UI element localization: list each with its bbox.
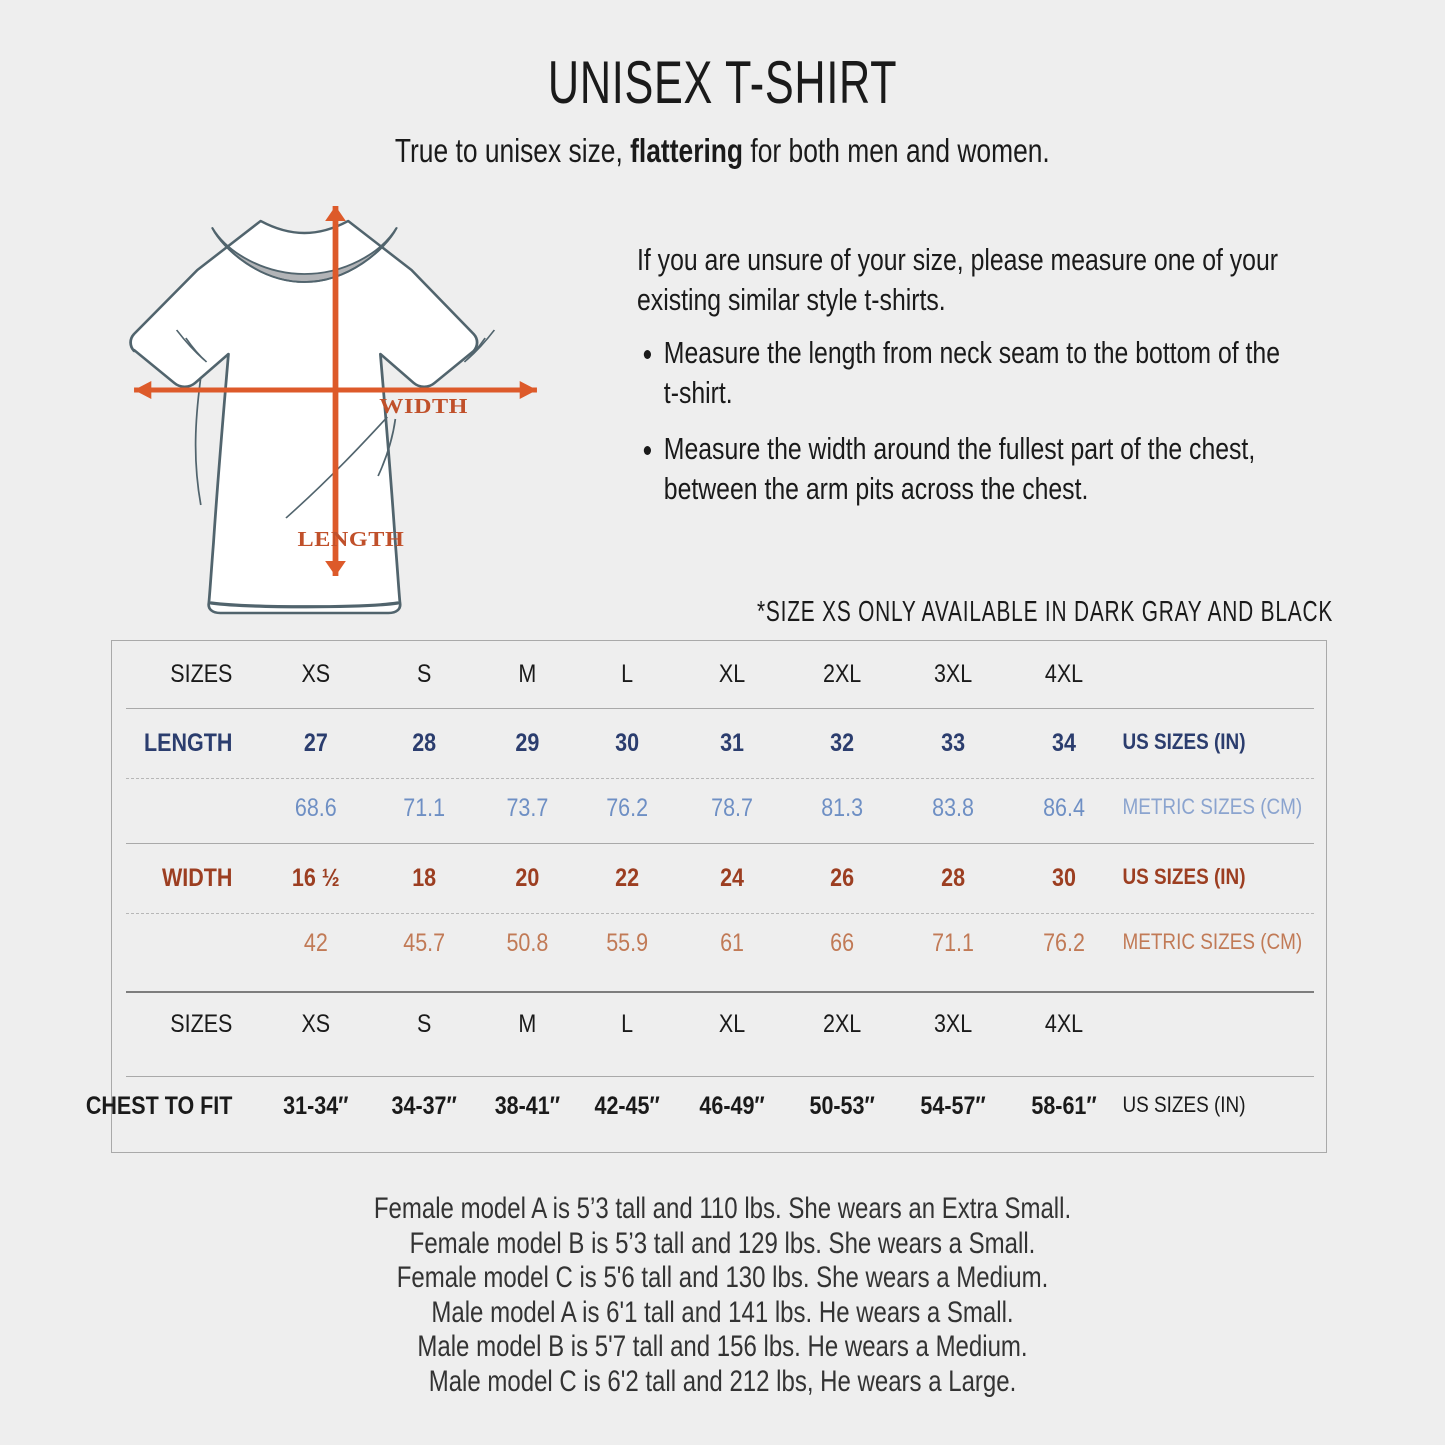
svg-text:WIDTH: WIDTH	[379, 394, 468, 417]
svg-text:LENGTH: LENGTH	[298, 527, 405, 550]
